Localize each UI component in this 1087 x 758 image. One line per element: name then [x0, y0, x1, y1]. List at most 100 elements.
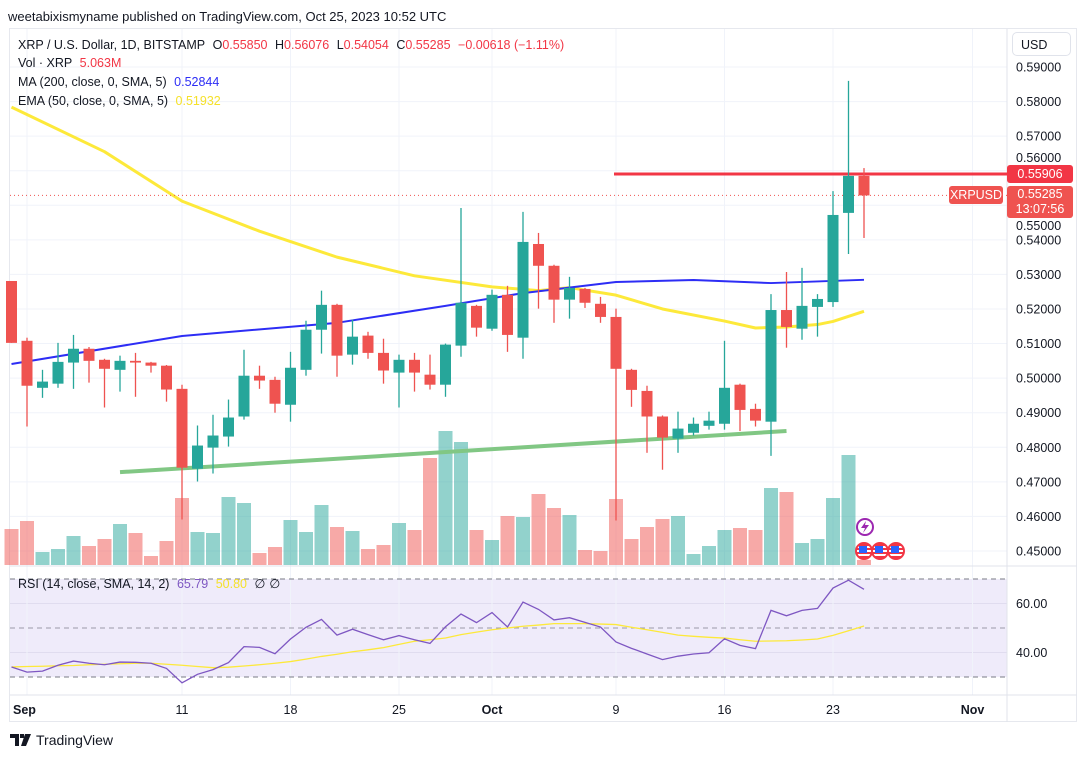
volume-bar: [314, 505, 329, 565]
volume-bar: [144, 556, 158, 565]
volume-label[interactable]: Vol · XRP: [18, 56, 73, 70]
candle-body: [843, 175, 854, 213]
bar-countdown: 13:07:56: [1015, 202, 1065, 216]
time-axis-label: 25: [392, 703, 406, 717]
volume-bar: [826, 498, 840, 565]
candle-body: [238, 375, 250, 417]
volume-bar: [593, 551, 608, 565]
rsi-label[interactable]: RSI (14, close, SMA, 14, 2): [18, 577, 170, 591]
us-flag-icon[interactable]: [887, 542, 905, 560]
publisher-line: weetabixismyname published on TradingVie…: [8, 9, 447, 24]
legend-symbol[interactable]: XRP / U.S. Dollar, 1D, BITSTAMP: [18, 38, 206, 52]
rsi-axis-label: 40.00: [1016, 646, 1047, 660]
volume-bar: [717, 530, 732, 565]
volume-bar: [531, 494, 546, 565]
volume-bar: [407, 530, 422, 565]
last-price: 0.55285: [1017, 187, 1063, 201]
price-axis-label: 0.49000: [1016, 406, 1061, 420]
candle-body: [300, 329, 312, 370]
rsi-sma-line: [11, 622, 865, 669]
candle-body: [316, 304, 327, 330]
currency-selector[interactable]: USD: [1012, 32, 1071, 56]
rsi-line: [11, 579, 865, 684]
volume-bar: [128, 533, 143, 565]
close-label: C: [396, 38, 406, 52]
volume-bar: [764, 488, 778, 565]
ema-label[interactable]: EMA (50, close, 0, SMA, 5): [18, 94, 169, 108]
ema50-line: [10, 105, 865, 330]
volume-bar: [376, 545, 391, 565]
volume-bar: [686, 554, 701, 565]
ma200-line: [11, 278, 865, 365]
price-axis-label: 0.47000: [1016, 475, 1061, 489]
volume-bar: [252, 553, 267, 565]
candle-body: [533, 243, 544, 266]
footer-brand[interactable]: TradingView: [36, 732, 114, 748]
rsi-sma-value: 50.80: [215, 577, 247, 591]
candle-body: [331, 304, 343, 356]
volume-bar: [345, 531, 360, 565]
ma-label[interactable]: MA (200, close, 0, SMA, 5): [18, 75, 167, 89]
candle-body: [362, 335, 374, 353]
candle-body: [781, 310, 792, 327]
lightning-icon[interactable]: [856, 518, 874, 536]
price-axis-label: 0.55000: [1016, 219, 1061, 233]
chart-frame: [9, 28, 1077, 722]
candle-body: [858, 175, 870, 196]
time-axis-label: 23: [826, 703, 840, 717]
candle-body: [145, 362, 157, 366]
volume-bar: [779, 492, 794, 565]
candle-body: [37, 381, 48, 388]
candle-body: [83, 348, 95, 361]
open-label: O: [212, 38, 223, 52]
volume-bar: [500, 516, 515, 565]
volume-value: 5.063M: [79, 56, 122, 70]
price-axis-label: 0.51000: [1016, 337, 1061, 351]
low-value: 0.54054: [343, 38, 389, 52]
ma-value: 0.52844: [174, 75, 220, 89]
rsi-value: 65.79: [176, 577, 209, 591]
candle-body: [486, 294, 498, 329]
candle-body: [207, 435, 219, 448]
price-axis-label: 0.54000: [1016, 233, 1061, 247]
volume-bar: [268, 547, 282, 565]
candle-body: [765, 310, 777, 422]
volume-bar: [562, 515, 577, 565]
ema-value: 0.51932: [175, 94, 221, 108]
close-value: 0.55285: [405, 38, 451, 52]
last-price-tag: 0.55285 13:07:56: [1007, 186, 1073, 218]
candle-body: [517, 241, 529, 338]
footer: TradingView: [10, 732, 113, 748]
volume-bar: [469, 530, 484, 565]
volume-bar: [624, 539, 639, 565]
candle-body: [68, 348, 79, 363]
candle-body: [455, 302, 467, 346]
volume-bar: [857, 559, 871, 565]
price-axis-label: 0.50000: [1016, 372, 1061, 386]
volume-bar: [237, 503, 251, 565]
price-axis-label: 0.52000: [1016, 302, 1061, 316]
candle-body: [440, 344, 451, 385]
candle-body: [378, 352, 389, 371]
price-axis-label: 0.46000: [1016, 510, 1061, 524]
volume-bar: [283, 520, 298, 565]
candle-body: [564, 287, 575, 300]
candle-body: [269, 379, 281, 404]
time-axis-label: Nov: [961, 703, 985, 717]
candle-body: [657, 416, 668, 438]
candle-body: [176, 388, 188, 468]
legend-rsi-row: RSI (14, close, SMA, 14, 2) 65.79 50.80 …: [18, 577, 284, 592]
candle-body: [502, 294, 513, 335]
volume-bar: [20, 521, 34, 565]
candle-body: [471, 305, 482, 328]
support-trendline: [119, 429, 787, 475]
candle-body: [719, 387, 730, 424]
legend-ema-row: EMA (50, close, 0, SMA, 5) 0.51932: [18, 94, 225, 109]
candle-body: [285, 367, 296, 405]
candle-body: [114, 360, 126, 370]
volume-bar: [206, 533, 220, 565]
symbol-tag: XRPUSD: [949, 186, 1003, 204]
candle-body: [99, 359, 110, 369]
volume-bar: [97, 539, 112, 565]
